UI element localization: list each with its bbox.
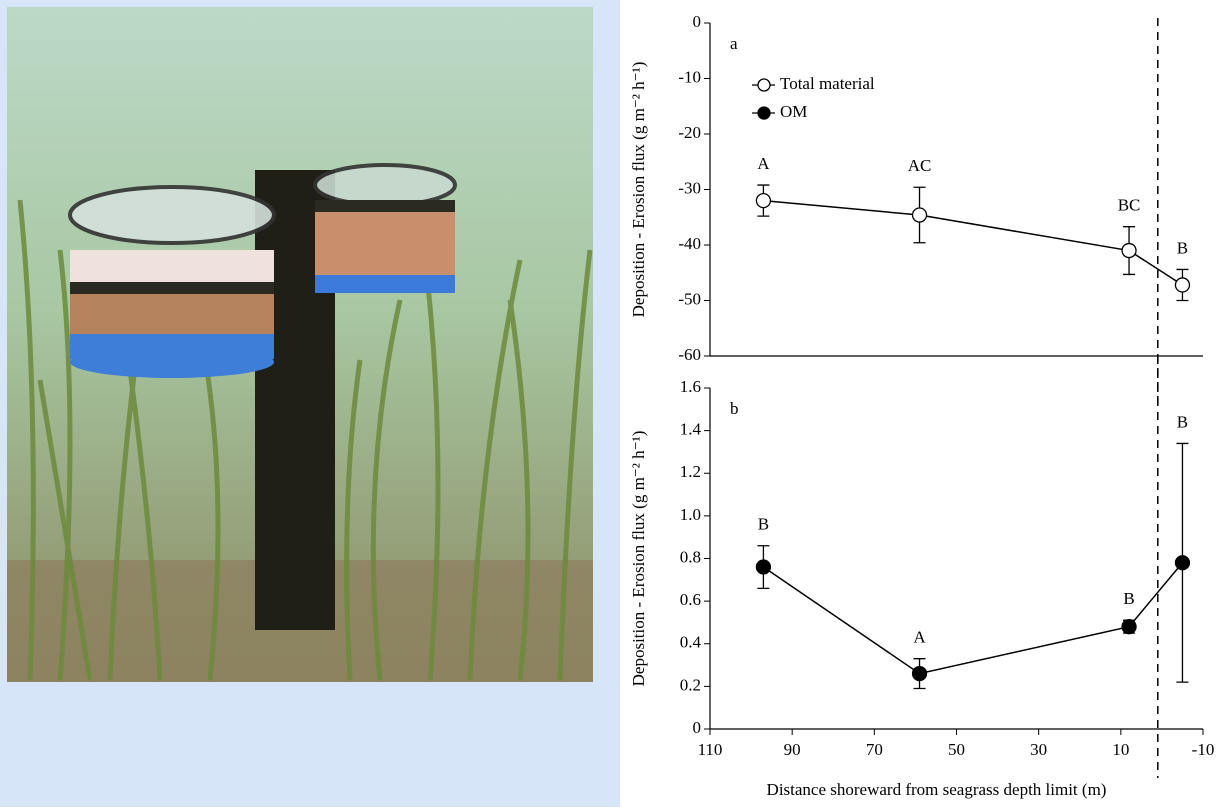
point-label: AC [908, 156, 932, 175]
point-label: A [913, 628, 926, 647]
y-tick-label: -10 [678, 67, 701, 86]
x-axis-label: Distance shoreward from seagrass depth l… [767, 780, 1107, 799]
y-tick-label: 1.4 [680, 420, 702, 439]
y-axis-label: Deposition - Erosion flux (g m⁻² h⁻¹) [629, 62, 648, 318]
x-tick-label: 10 [1112, 740, 1129, 759]
x-tick-label: 90 [784, 740, 801, 759]
y-tick-label: -30 [678, 178, 701, 197]
point-label: A [757, 154, 770, 173]
point-label: B [1123, 589, 1134, 608]
photo [7, 7, 593, 682]
panel-label: a [730, 34, 738, 53]
data-point [1174, 277, 1191, 293]
y-tick-label: 0.6 [680, 590, 701, 609]
x-tick-label: 30 [1030, 740, 1047, 759]
legend-marker [757, 78, 771, 92]
x-tick-label: 110 [698, 740, 723, 759]
panel-label: b [730, 399, 739, 418]
series-line [763, 199, 1183, 286]
y-tick-label: 1.6 [680, 377, 701, 396]
series-line [762, 562, 1184, 675]
data-point [1121, 242, 1137, 259]
y-tick-label: -20 [678, 123, 701, 142]
legend-label: Total material [780, 74, 875, 93]
point-label: BC [1118, 196, 1141, 215]
y-tick-label: 0 [693, 12, 702, 31]
y-tick-label: 0.8 [680, 547, 701, 566]
data-point [911, 665, 928, 682]
x-tick-label: -10 [1192, 740, 1215, 759]
y-tick-label: -60 [678, 345, 701, 364]
y-tick-label: 1.0 [680, 505, 701, 524]
y-tick-label: 0.2 [680, 675, 701, 694]
y-tick-label: 0 [693, 718, 702, 737]
x-tick-label: 70 [866, 740, 883, 759]
data-point [755, 559, 772, 575]
point-label: B [758, 515, 769, 534]
data-point [755, 192, 772, 209]
y-tick-label: -50 [678, 289, 701, 308]
legend-label: OM [780, 102, 807, 121]
data-point [911, 207, 928, 223]
y-tick-label: 0.4 [680, 633, 702, 652]
y-tick-label: -40 [678, 234, 701, 253]
data-point [1121, 619, 1137, 635]
x-tick-label: 50 [948, 740, 965, 759]
legend-marker [757, 106, 771, 120]
point-label: B [1177, 412, 1188, 431]
y-axis-label: Deposition - Erosion flux (g m⁻² h⁻¹) [629, 431, 648, 687]
y-tick-label: 1.2 [680, 462, 701, 481]
data-point [1174, 555, 1191, 571]
point-label: B [1177, 238, 1188, 257]
